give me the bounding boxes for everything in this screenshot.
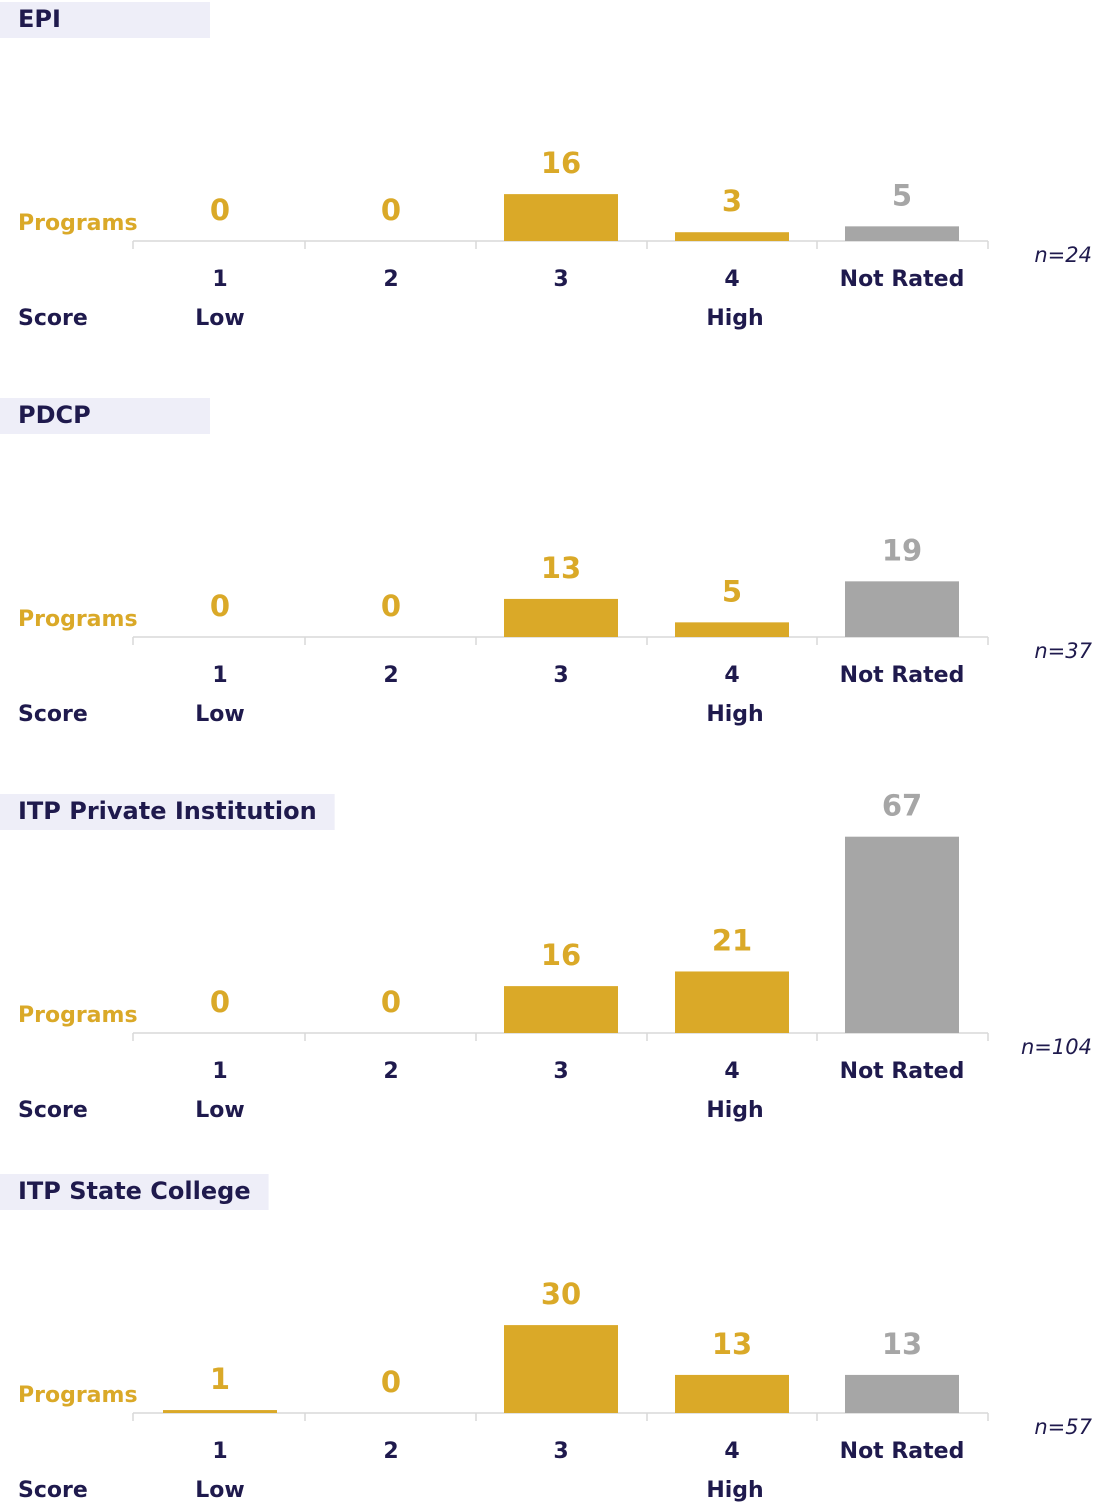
value-label: 30 <box>541 1277 581 1311</box>
bar <box>845 1374 959 1413</box>
value-label: 13 <box>541 551 581 585</box>
sample-size: n=57 <box>1034 1415 1092 1439</box>
category-note: High <box>706 702 763 727</box>
y-axis-label: Programs <box>18 1003 138 1028</box>
value-label: 13 <box>882 1327 922 1361</box>
value-label: 67 <box>882 789 922 823</box>
bar <box>163 1410 277 1413</box>
title-background <box>0 1174 269 1210</box>
category-label: 2 <box>383 663 398 688</box>
category-label: 1 <box>212 1439 227 1464</box>
value-label: 16 <box>541 146 581 180</box>
value-label: 0 <box>381 1365 401 1399</box>
category-label: 1 <box>212 663 227 688</box>
x-axis-label: Score <box>18 702 88 727</box>
value-label: 1 <box>210 1362 230 1396</box>
value-label: 0 <box>381 985 401 1019</box>
value-label: 21 <box>712 923 752 957</box>
category-label: 4 <box>724 1439 739 1464</box>
x-axis-label: Score <box>18 1098 88 1123</box>
value-label: 5 <box>892 178 912 212</box>
category-label: 3 <box>553 1439 568 1464</box>
category-label: Not Rated <box>840 1439 965 1464</box>
category-label: 3 <box>553 1059 568 1084</box>
y-axis-label: Programs <box>18 211 138 236</box>
category-label: 2 <box>383 267 398 292</box>
value-label: 0 <box>210 985 230 1019</box>
bar <box>675 232 789 241</box>
sample-size: n=37 <box>1034 639 1092 663</box>
category-note: High <box>706 1478 763 1503</box>
category-label: 4 <box>724 663 739 688</box>
category-label: 4 <box>724 267 739 292</box>
y-axis-label: Programs <box>18 607 138 632</box>
category-label: Not Rated <box>840 663 965 688</box>
title-background <box>0 794 335 830</box>
category-label: 1 <box>212 267 227 292</box>
category-label: 2 <box>383 1439 398 1464</box>
category-label: 1 <box>212 1059 227 1084</box>
bar <box>675 622 789 637</box>
chart-title: EPI <box>18 5 61 33</box>
sample-size: n=24 <box>1034 243 1092 267</box>
value-label: 0 <box>210 193 230 227</box>
bar <box>504 1325 618 1413</box>
title-background <box>0 2 210 38</box>
category-label: 2 <box>383 1059 398 1084</box>
bar <box>845 836 959 1033</box>
category-label: 4 <box>724 1059 739 1084</box>
value-label: 0 <box>381 193 401 227</box>
category-label: Not Rated <box>840 1059 965 1084</box>
chart-title: ITP Private Institution <box>18 797 317 825</box>
chart-title: PDCP <box>18 401 91 429</box>
x-axis-label: Score <box>18 1478 88 1503</box>
category-label: 3 <box>553 663 568 688</box>
bar <box>504 194 618 241</box>
category-note: Low <box>195 702 244 727</box>
value-label: 0 <box>210 589 230 623</box>
value-label: 19 <box>882 533 922 567</box>
bar <box>675 971 789 1033</box>
title-background <box>0 398 210 434</box>
bar <box>504 986 618 1033</box>
category-note: High <box>706 306 763 331</box>
category-note: Low <box>195 306 244 331</box>
category-label: 3 <box>553 267 568 292</box>
value-label: 3 <box>722 184 742 218</box>
x-axis-label: Score <box>18 306 88 331</box>
bar <box>845 581 959 637</box>
category-note: High <box>706 1098 763 1123</box>
y-axis-label: Programs <box>18 1383 138 1408</box>
value-label: 0 <box>381 589 401 623</box>
bar <box>845 226 959 241</box>
category-label: Not Rated <box>840 267 965 292</box>
category-note: Low <box>195 1478 244 1503</box>
bar <box>675 1374 789 1413</box>
value-label: 13 <box>712 1327 752 1361</box>
sample-size: n=104 <box>1021 1035 1092 1059</box>
bar <box>504 598 618 637</box>
chart-title: ITP State College <box>18 1177 251 1205</box>
category-note: Low <box>195 1098 244 1123</box>
value-label: 5 <box>722 574 742 608</box>
value-label: 16 <box>541 938 581 972</box>
